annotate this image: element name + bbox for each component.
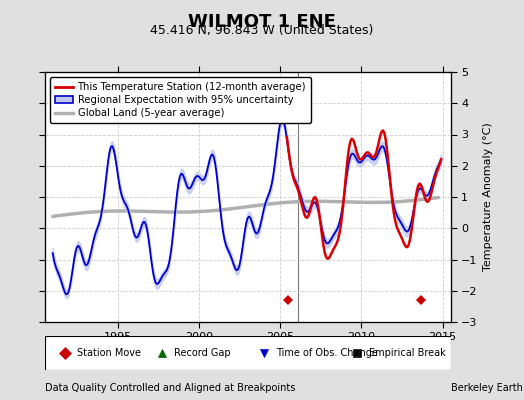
- Text: 45.416 N, 96.843 W (United States): 45.416 N, 96.843 W (United States): [150, 24, 374, 37]
- Text: Record Gap: Record Gap: [174, 348, 231, 358]
- Y-axis label: Temperature Anomaly (°C): Temperature Anomaly (°C): [483, 123, 493, 271]
- Text: Time of Obs. Change: Time of Obs. Change: [276, 348, 378, 358]
- Text: Empirical Break: Empirical Break: [369, 348, 446, 358]
- Text: WILMOT 1 ENE: WILMOT 1 ENE: [188, 13, 336, 31]
- Text: Berkeley Earth: Berkeley Earth: [451, 383, 522, 393]
- Text: Data Quality Controlled and Aligned at Breakpoints: Data Quality Controlled and Aligned at B…: [45, 383, 295, 393]
- Legend: This Temperature Station (12-month average), Regional Expectation with 95% uncer: This Temperature Station (12-month avera…: [50, 77, 311, 123]
- Text: Station Move: Station Move: [77, 348, 141, 358]
